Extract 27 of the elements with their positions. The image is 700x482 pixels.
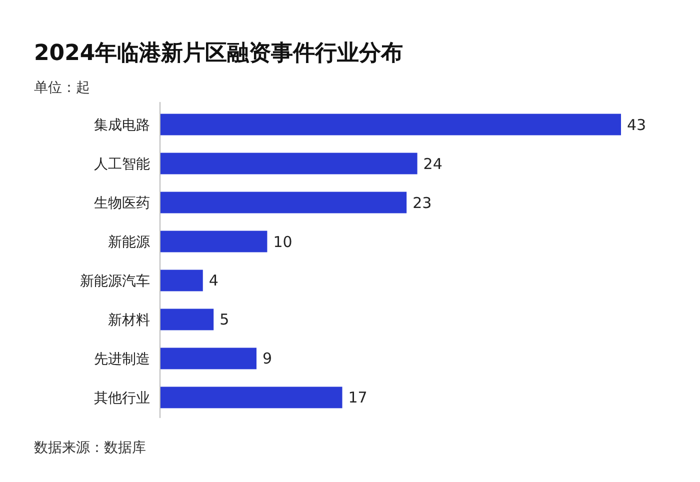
y-tick-label: 生物医药 [94, 195, 150, 212]
data-label: 4 [208, 272, 218, 290]
y-tick-label: 人工智能 [94, 156, 150, 172]
chart-title: 2024年临港新片区融资事件行业分布 [34, 40, 404, 66]
bar [160, 114, 621, 136]
chart-subtitle: 单位：起 [34, 80, 90, 96]
y-tick-label: 其他行业 [94, 390, 150, 406]
y-tick-label: 新能源汽车 [80, 273, 150, 290]
y-tick-label: 新材料 [108, 312, 150, 328]
source-note: 数据来源：数据库 [34, 440, 146, 456]
bar [160, 348, 256, 370]
bar [160, 308, 214, 330]
bar [160, 192, 407, 214]
data-label: 9 [262, 350, 272, 368]
data-label: 43 [627, 116, 646, 134]
bar [160, 270, 203, 292]
y-tick-label: 先进制造 [94, 351, 150, 368]
data-label: 24 [423, 154, 442, 173]
bar [160, 230, 268, 252]
bar [160, 386, 342, 408]
data-label: 5 [220, 310, 230, 329]
y-tick-label: 新能源 [108, 234, 150, 250]
data-label: 23 [412, 194, 432, 212]
bar [160, 152, 418, 174]
data-label: 17 [348, 388, 368, 407]
y-tick-label: 集成电路 [94, 117, 150, 134]
data-label: 10 [273, 232, 292, 251]
